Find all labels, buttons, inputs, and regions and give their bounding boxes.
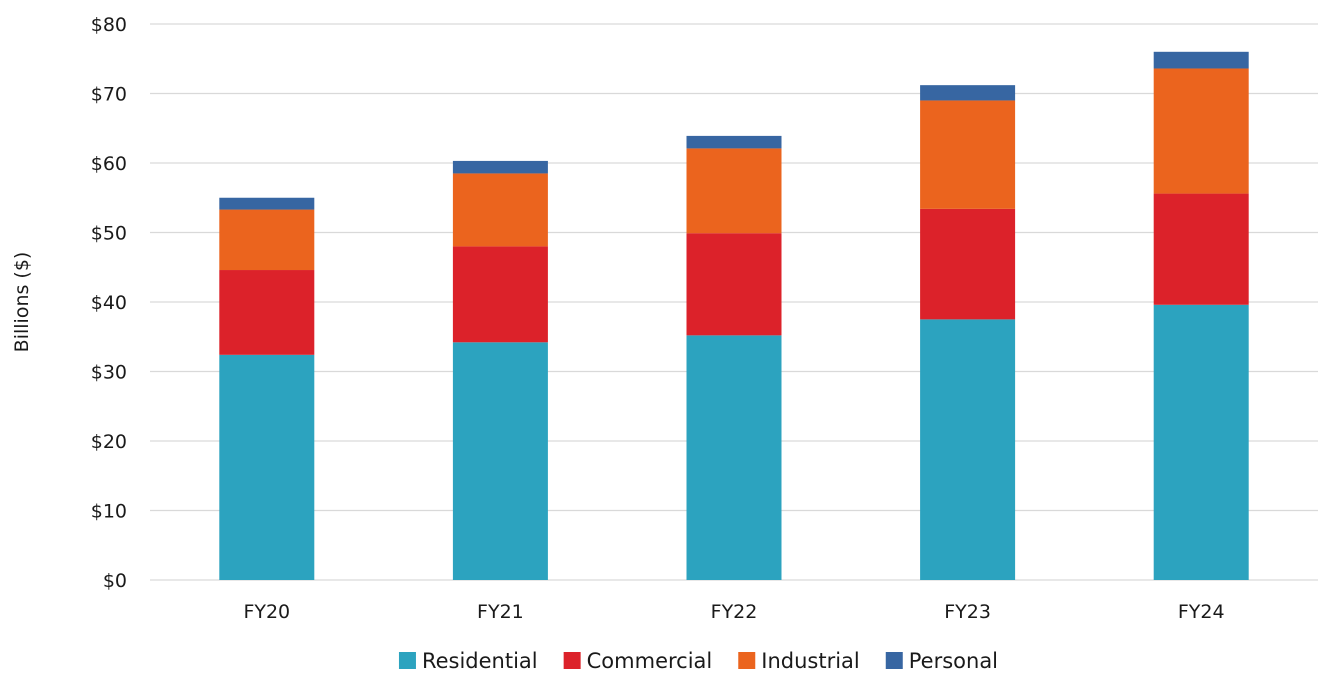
bar-residential-fy24 <box>1153 304 1249 580</box>
legend-swatch-residential <box>398 652 416 669</box>
legend-label: Industrial <box>761 649 860 673</box>
x-axis-categories: FY20 FY21 FY22 FY23 FY24 <box>243 601 1224 623</box>
bars <box>219 51 1249 580</box>
legend-swatch-personal <box>885 652 903 669</box>
bar-residential-fy22 <box>686 335 782 580</box>
y-tick-label: $40 <box>91 292 127 314</box>
bar-personal-fy21 <box>452 160 548 174</box>
bar-commercial-fy23 <box>920 208 1016 320</box>
bar-personal-fy20 <box>219 197 315 210</box>
x-category-label: FY21 <box>477 601 524 623</box>
bar-industrial-fy22 <box>686 148 782 234</box>
legend: Residential Commercial Industrial Personal <box>398 649 998 673</box>
y-tick-label: $60 <box>91 153 127 175</box>
bar-commercial-fy20 <box>219 270 315 355</box>
x-category-label: FY24 <box>1178 601 1225 623</box>
y-tick-label: $30 <box>91 362 127 384</box>
y-tick-label: $80 <box>91 14 127 36</box>
y-tick-label: $70 <box>91 84 127 106</box>
bar-industrial-fy20 <box>219 209 315 271</box>
bar-residential-fy20 <box>219 354 315 580</box>
bar-residential-fy23 <box>920 319 1016 580</box>
y-tick-label: $50 <box>91 223 127 245</box>
bar-industrial-fy21 <box>452 173 548 247</box>
bar-industrial-fy23 <box>920 100 1016 209</box>
bar-industrial-fy24 <box>1153 68 1249 194</box>
x-category-label: FY22 <box>711 601 758 623</box>
legend-swatch-commercial <box>563 652 581 669</box>
legend-label: Residential <box>422 649 538 673</box>
bar-commercial-fy24 <box>1153 193 1249 305</box>
bar-personal-fy23 <box>920 85 1016 101</box>
bar-commercial-fy21 <box>452 246 548 343</box>
y-tick-label: $10 <box>91 501 127 523</box>
y-axis-ticks: $0 $10 $20 $30 $40 $50 $60 $70 $80 <box>91 14 127 592</box>
y-tick-label: $0 <box>103 570 127 592</box>
bar-commercial-fy22 <box>686 233 782 336</box>
bar-residential-fy21 <box>452 342 548 580</box>
bar-personal-fy24 <box>1153 51 1249 69</box>
legend-label: Personal <box>909 649 998 673</box>
x-category-label: FY20 <box>243 601 290 623</box>
legend-label: Commercial <box>587 649 713 673</box>
x-category-label: FY23 <box>944 601 991 623</box>
y-tick-label: $20 <box>91 431 127 453</box>
bar-personal-fy22 <box>686 135 782 149</box>
legend-swatch-industrial <box>738 652 756 669</box>
y-axis-title: Billions ($) <box>11 252 33 353</box>
